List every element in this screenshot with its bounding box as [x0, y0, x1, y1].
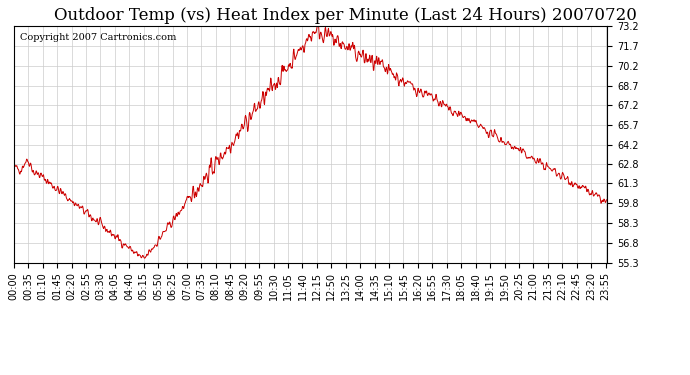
Text: Outdoor Temp (vs) Heat Index per Minute (Last 24 Hours) 20070720: Outdoor Temp (vs) Heat Index per Minute … [54, 8, 636, 24]
Text: Copyright 2007 Cartronics.com: Copyright 2007 Cartronics.com [20, 33, 176, 42]
